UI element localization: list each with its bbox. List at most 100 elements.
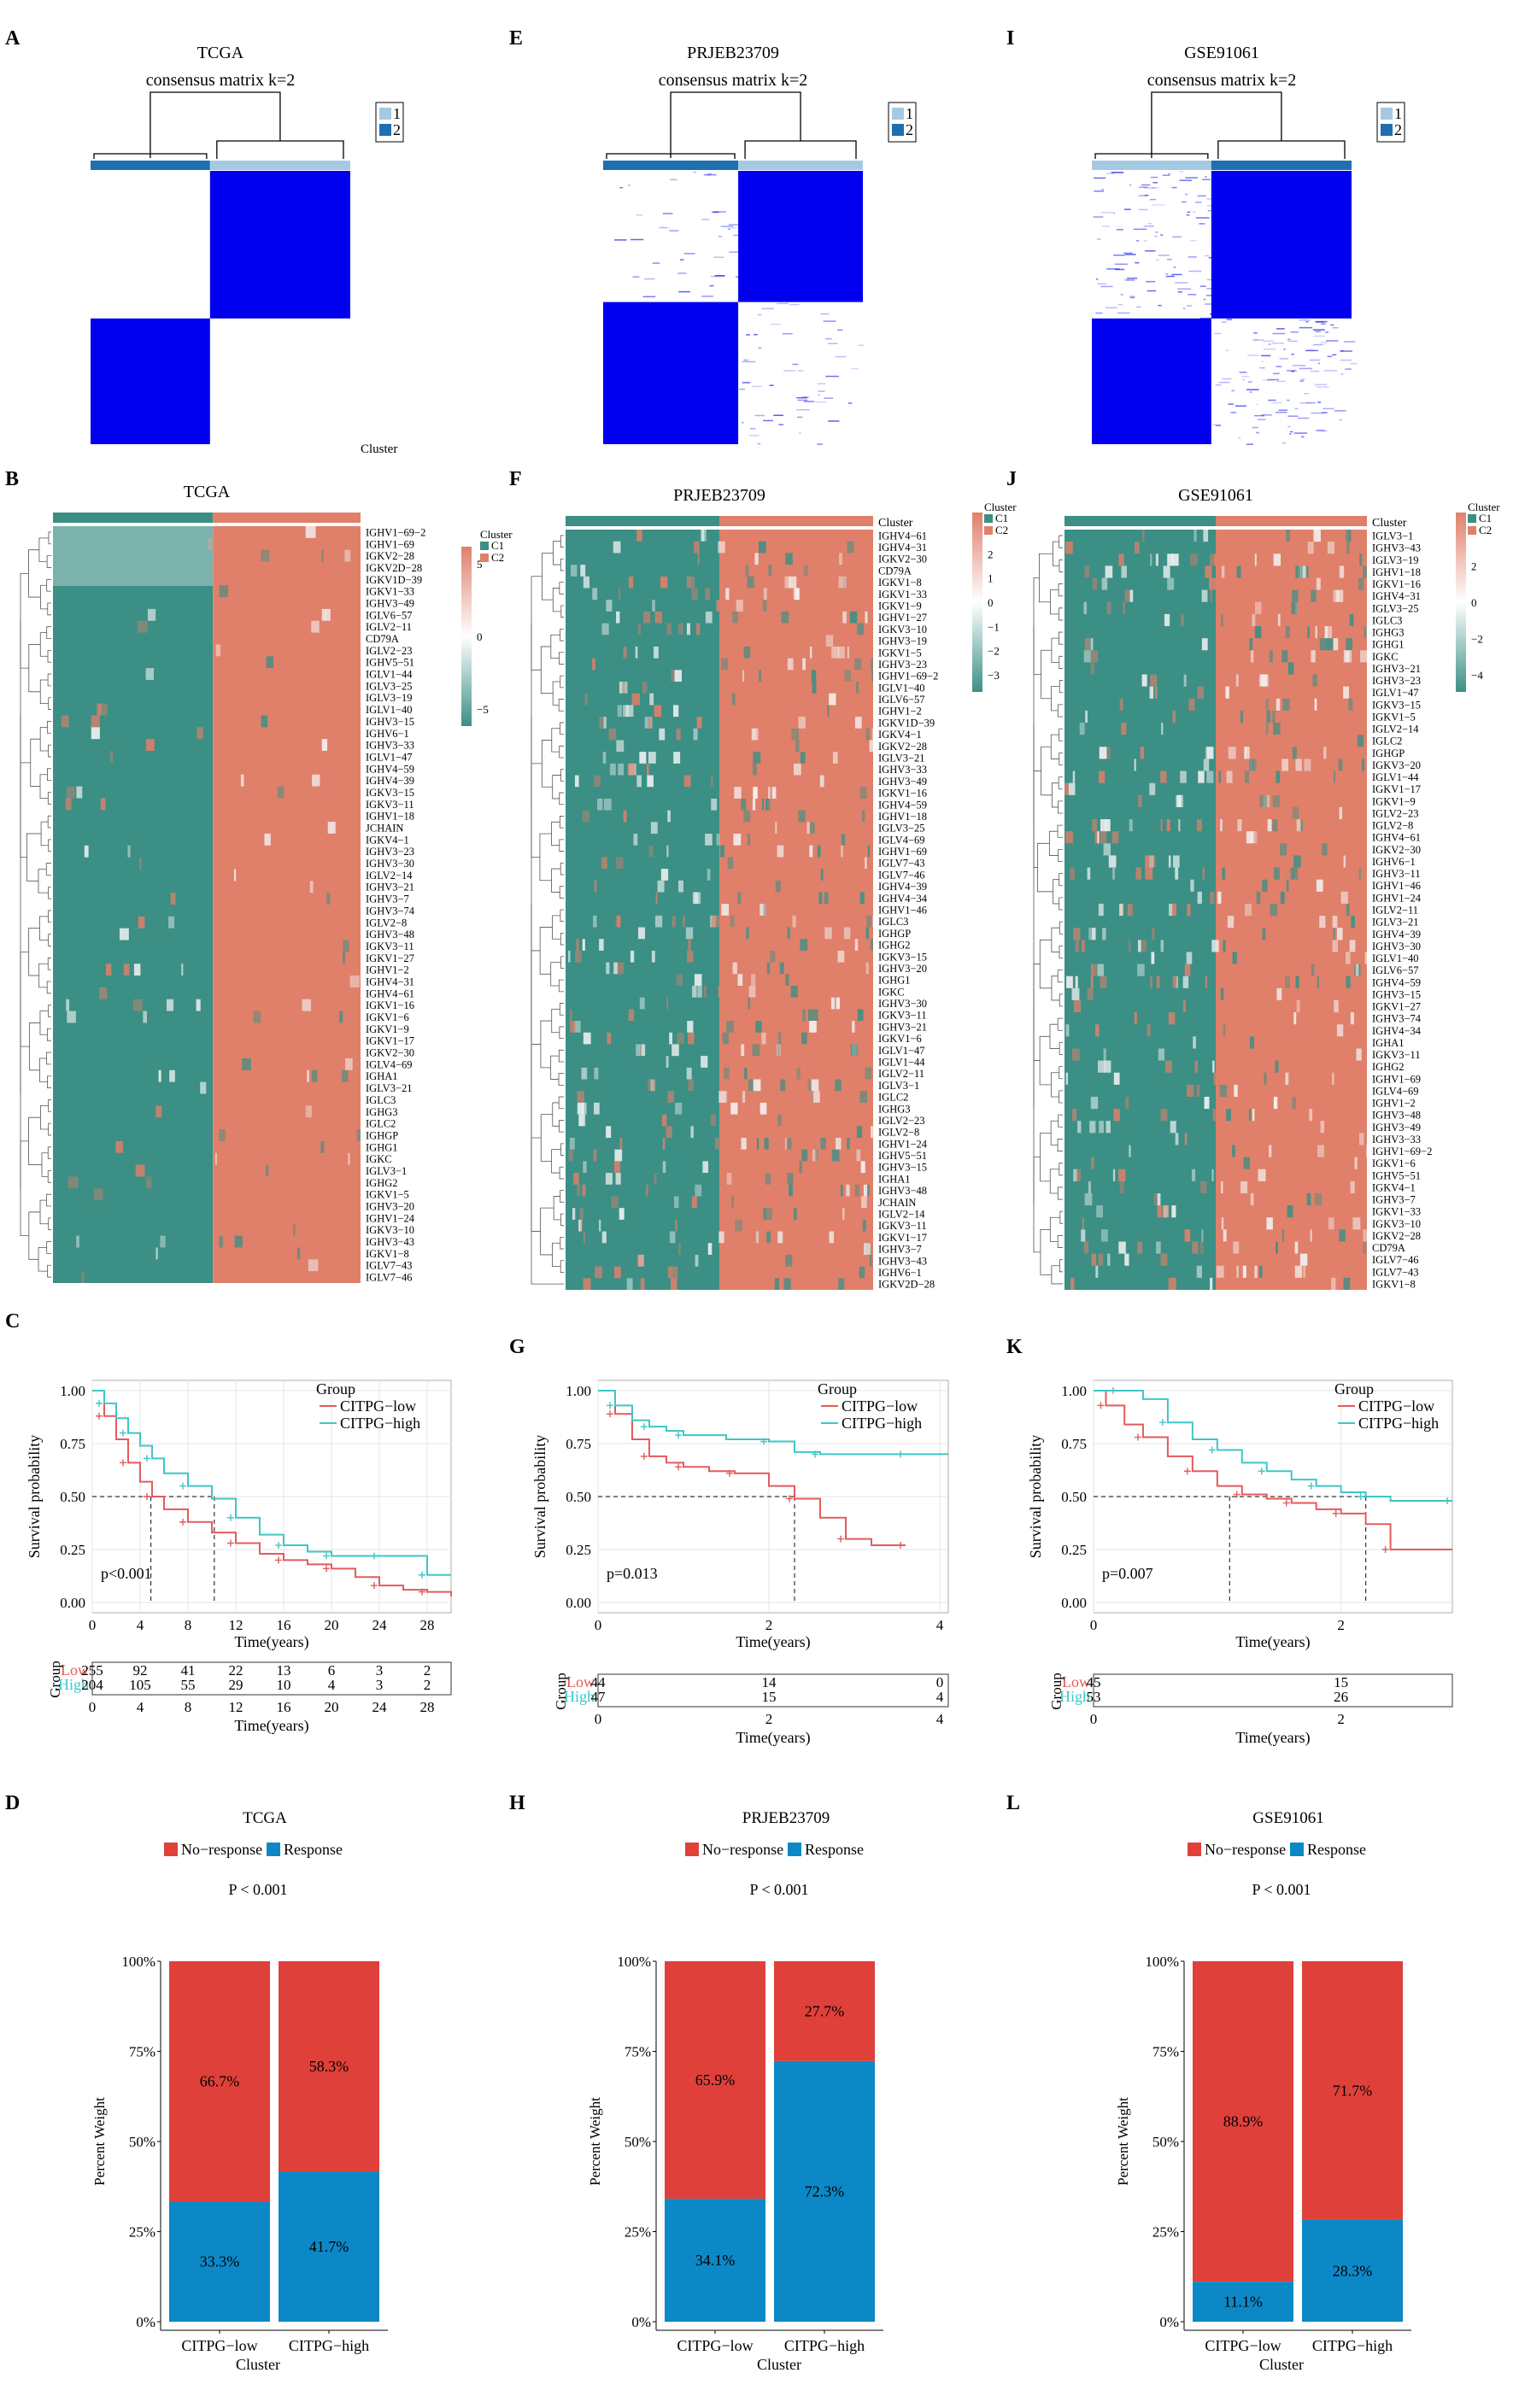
heatmap-cell — [1081, 1229, 1086, 1242]
gene-label: IGKV1−6 — [366, 1011, 409, 1023]
dendrogram-branch — [551, 868, 561, 893]
matrix-noise — [1230, 412, 1237, 413]
heatmap-cell — [785, 1254, 793, 1267]
heatmap-cell — [305, 1105, 312, 1118]
legend-label: CITPG−high — [842, 1415, 922, 1432]
dendrogram-branch — [542, 552, 554, 601]
heatmap-cell — [133, 964, 141, 976]
risk-count: 13 — [277, 1662, 291, 1679]
heatmap-cell — [67, 1176, 79, 1189]
heatmap-cell — [724, 1091, 727, 1103]
heatmap-cell — [824, 892, 829, 905]
heatmap-cell — [761, 1032, 766, 1045]
y-tick-label: 0.75 — [60, 1436, 85, 1452]
heatmap-cell — [1071, 987, 1080, 1000]
heatmap-cell — [584, 693, 588, 706]
heatmap-cell — [1094, 831, 1100, 844]
heatmap-cell — [732, 962, 738, 975]
gene-label: IGLV3−19 — [1372, 554, 1419, 566]
heatmap-cell — [614, 1149, 623, 1162]
gene-label: IGHG3 — [366, 1106, 398, 1118]
heatmap-cell — [688, 939, 691, 951]
heatmap-cell — [145, 668, 155, 680]
gene-label: IGLV2−11 — [878, 1068, 924, 1080]
matrix-noise — [1293, 432, 1308, 434]
gene-label: JCHAIN — [878, 1197, 916, 1209]
heatmap-cell — [1091, 1253, 1097, 1266]
heatmap-cell — [760, 1102, 767, 1115]
heatmap-cell — [1259, 674, 1267, 687]
heatmap-cell — [1237, 819, 1242, 832]
matrix-noise — [851, 367, 859, 370]
heatmap-cell — [859, 892, 865, 905]
matrix-noise — [669, 230, 679, 231]
heatmap-cell — [574, 775, 579, 788]
dendrogram-branch — [550, 1055, 560, 1080]
heatmap-cell — [810, 822, 815, 834]
heatmap-cell — [751, 974, 756, 986]
heatmap-cell — [777, 1044, 781, 1057]
heatmap-cell — [1314, 698, 1317, 711]
heatmap-cell — [1137, 940, 1141, 952]
gene-label: IGHV3−21 — [1372, 663, 1421, 675]
heatmap-cell — [654, 1173, 657, 1185]
gene-label: IGHV4−34 — [1372, 1025, 1422, 1037]
heatmap-cell — [1223, 1229, 1227, 1242]
heatmap-cell — [599, 717, 605, 729]
legend-label: No−response — [1205, 1841, 1286, 1858]
matrix-noise — [1129, 296, 1135, 299]
dendrogram-branch — [559, 745, 564, 759]
gene-label: IGHV3−33 — [1372, 1134, 1421, 1145]
heatmap-cell — [1336, 1024, 1344, 1037]
censor-mark — [1444, 1497, 1451, 1504]
dendrogram-branch — [48, 934, 51, 946]
risk-count: 6 — [328, 1662, 336, 1679]
heatmap-title: PRJEB23709 — [673, 486, 765, 505]
dendrogram-branch — [20, 1140, 29, 1237]
matrix-noise — [1199, 285, 1206, 287]
gene-label: IGLV7−43 — [366, 1260, 413, 1272]
heatmap-cell — [1248, 1109, 1252, 1122]
cluster-label: Cluster — [361, 442, 397, 456]
matrix-noise — [757, 442, 761, 445]
heatmap-cell — [1247, 747, 1250, 759]
consensus-matrix — [1092, 171, 1358, 445]
censor-mark — [760, 1438, 767, 1445]
gene-label: IGKV1−33 — [366, 586, 414, 598]
gene-label: IGKV1−9 — [366, 1023, 409, 1035]
heatmap-cell — [1129, 819, 1133, 832]
dendrogram-branch — [1051, 976, 1060, 1001]
heatmap-cell — [581, 1067, 588, 1080]
gene-label: IGKV2−30 — [1372, 844, 1421, 856]
heatmap-cell — [1140, 747, 1145, 759]
dendrogram-branch — [744, 140, 857, 159]
heatmap-cell — [777, 1044, 781, 1057]
y-tick-label: 100% — [617, 1954, 651, 1970]
heatmap-cell — [1294, 1241, 1299, 1254]
heatmap-cell — [1077, 1121, 1082, 1134]
matrix-noise — [1123, 252, 1133, 255]
dendrogram-branch — [560, 1190, 564, 1203]
heatmap-cell — [752, 1044, 760, 1057]
gene-label: IGKV1−5 — [878, 647, 922, 659]
matrix-noise — [1158, 255, 1170, 256]
heatmap-cell — [1349, 613, 1354, 627]
heatmap-cell — [1161, 723, 1164, 735]
gene-label: IGHGP — [1372, 747, 1405, 759]
heatmap-cell — [97, 703, 102, 716]
dendrogram-branch — [531, 904, 564, 1285]
matrix-noise — [1143, 226, 1154, 227]
heatmap-cell — [1275, 1060, 1279, 1073]
heatmap-cell — [726, 1021, 734, 1033]
x-tick-label: 0 — [595, 1617, 602, 1633]
gene-label: IGHV1−69−2 — [1372, 1145, 1432, 1157]
panel-letter-j: J — [1006, 468, 1017, 490]
heatmap-cell — [711, 775, 713, 788]
heatmap-cell — [1129, 940, 1131, 952]
y-tick-label: 0.25 — [60, 1542, 85, 1558]
censor-mark — [812, 1450, 818, 1458]
matrix-noise — [1095, 312, 1103, 314]
censor-mark — [607, 1410, 613, 1418]
matrix-noise — [746, 334, 750, 336]
heatmap-cell — [1217, 891, 1222, 904]
